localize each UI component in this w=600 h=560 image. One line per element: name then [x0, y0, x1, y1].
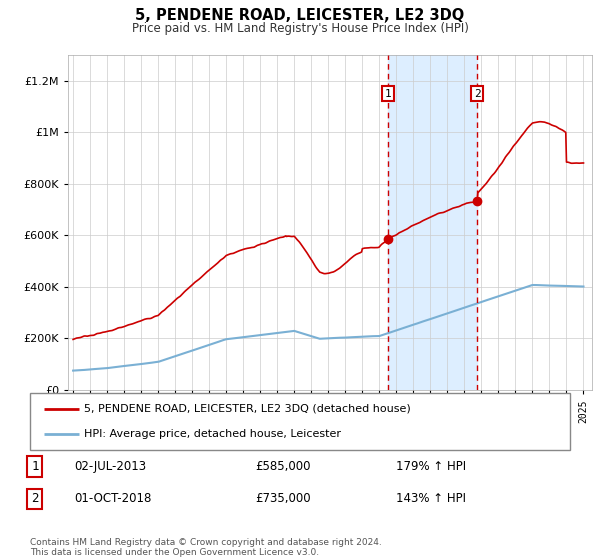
Text: 143% ↑ HPI: 143% ↑ HPI: [396, 492, 466, 505]
Text: 1: 1: [31, 460, 38, 473]
Text: 5, PENDENE ROAD, LEICESTER, LE2 3DQ: 5, PENDENE ROAD, LEICESTER, LE2 3DQ: [136, 8, 464, 24]
Text: 179% ↑ HPI: 179% ↑ HPI: [396, 460, 466, 473]
Bar: [388, 55, 477, 390]
Text: £735,000: £735,000: [255, 492, 311, 505]
Text: 1: 1: [385, 88, 391, 99]
FancyBboxPatch shape: [30, 393, 570, 450]
Text: 5, PENDENE ROAD, LEICESTER, LE2 3DQ (detached house): 5, PENDENE ROAD, LEICESTER, LE2 3DQ (det…: [84, 404, 411, 414]
Text: 2: 2: [31, 492, 38, 505]
Text: 2: 2: [474, 88, 481, 99]
Text: 01-OCT-2018: 01-OCT-2018: [74, 492, 152, 505]
Text: Price paid vs. HM Land Registry's House Price Index (HPI): Price paid vs. HM Land Registry's House …: [131, 22, 469, 35]
Text: 02-JUL-2013: 02-JUL-2013: [74, 460, 146, 473]
Text: £585,000: £585,000: [255, 460, 310, 473]
Text: HPI: Average price, detached house, Leicester: HPI: Average price, detached house, Leic…: [84, 429, 341, 439]
Text: Contains HM Land Registry data © Crown copyright and database right 2024.
This d: Contains HM Land Registry data © Crown c…: [30, 538, 382, 557]
